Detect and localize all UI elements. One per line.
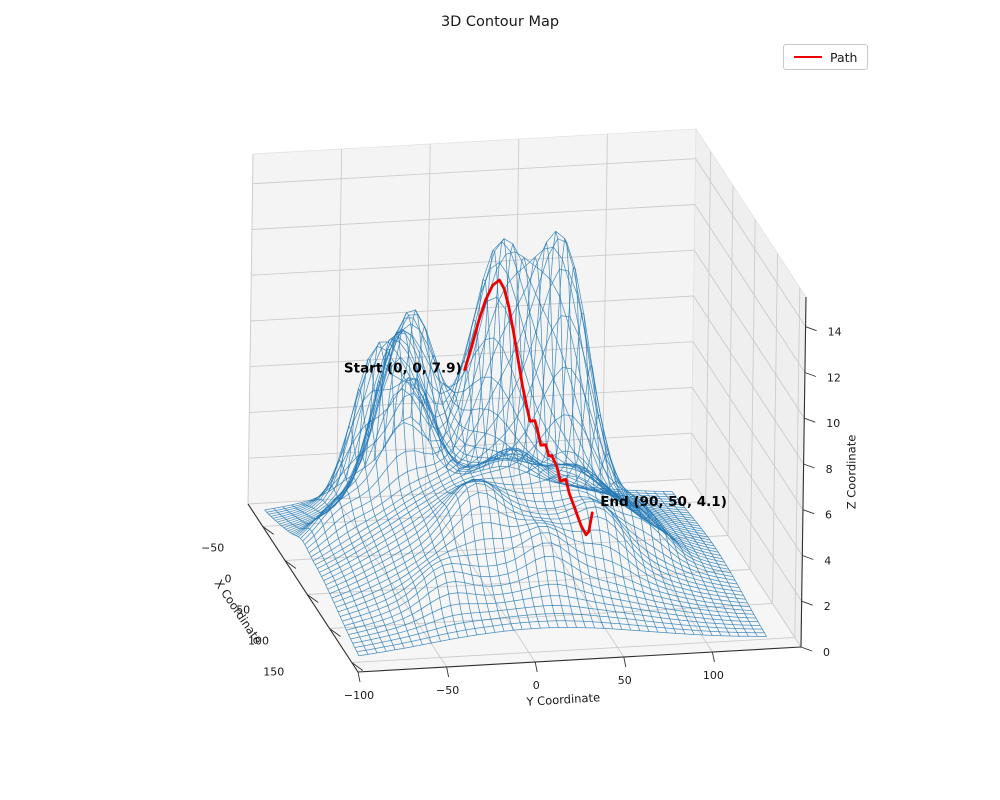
svg-text:14: 14 [828, 326, 842, 339]
svg-text:10: 10 [826, 417, 840, 430]
svg-text:0: 0 [533, 679, 540, 692]
svg-text:150: 150 [263, 666, 284, 679]
svg-text:50: 50 [618, 674, 632, 687]
legend-label: Path [830, 49, 858, 65]
svg-text:−100: −100 [344, 689, 374, 702]
svg-text:Start (0, 0, 7.9): Start (0, 0, 7.9) [344, 361, 462, 377]
svg-text:Z Coordinate: Z Coordinate [845, 435, 859, 510]
path-legend-line-icon [794, 55, 822, 59]
svg-text:50: 50 [236, 604, 250, 617]
svg-text:−50: −50 [436, 684, 459, 697]
svg-text:4: 4 [824, 555, 831, 568]
svg-text:2: 2 [824, 600, 831, 613]
svg-text:Y Coordinate: Y Coordinate [525, 690, 600, 709]
svg-text:−50: −50 [201, 541, 224, 554]
svg-text:100: 100 [703, 669, 724, 682]
svg-text:12: 12 [827, 372, 841, 385]
svg-text:X Coordinate: X Coordinate [212, 577, 265, 647]
svg-text:6: 6 [825, 509, 832, 522]
svg-text:End (90, 50, 4.1): End (90, 50, 4.1) [600, 494, 727, 510]
chart-title: 3D Contour Map [440, 14, 560, 30]
svg-text:100: 100 [248, 635, 269, 648]
svg-text:8: 8 [826, 463, 833, 476]
svg-text:0: 0 [823, 646, 830, 659]
legend-box: Path [783, 44, 869, 70]
svg-text:0: 0 [225, 573, 232, 586]
